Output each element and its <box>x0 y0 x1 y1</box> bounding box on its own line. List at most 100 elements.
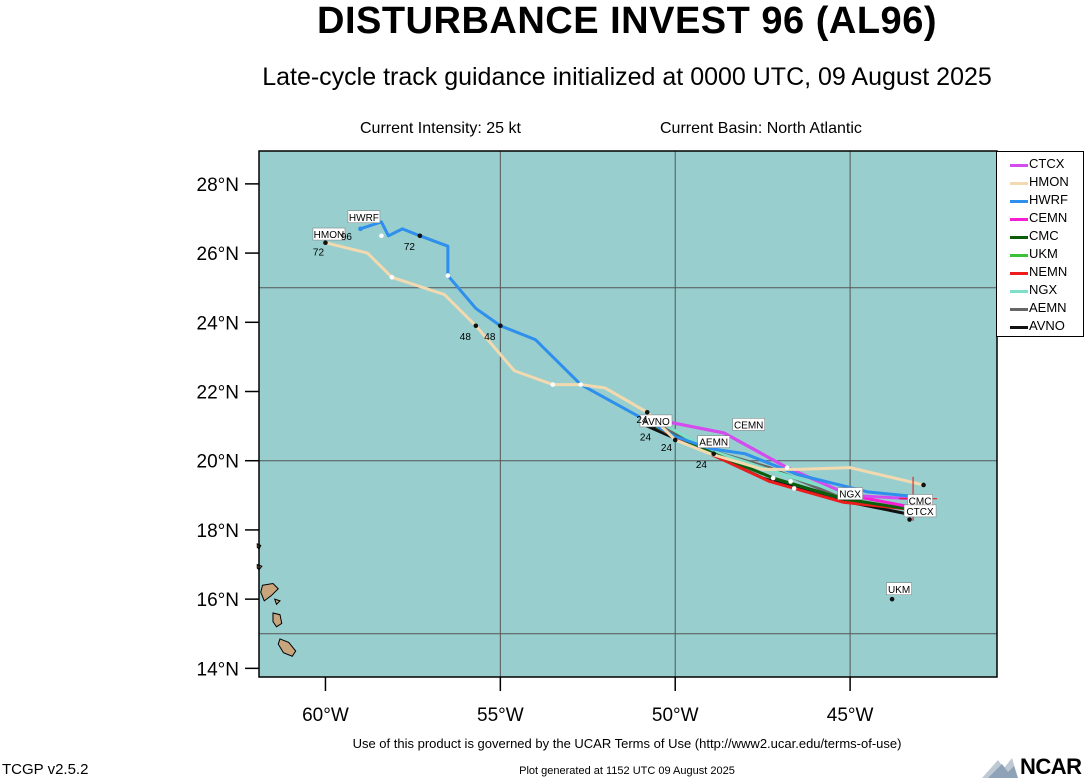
track-point <box>323 240 328 246</box>
lon-tick-label: 45°W <box>827 705 874 726</box>
lat-tick-label: 22°N <box>197 383 239 404</box>
legend-swatch <box>1010 182 1028 185</box>
forecast-hour-label: 24 <box>661 443 673 454</box>
lon-tick-label: 55°W <box>477 705 524 726</box>
legend-swatch <box>1010 272 1028 275</box>
map-frame <box>258 150 998 678</box>
model-label-box <box>347 210 381 223</box>
legend-label: NGX <box>1029 282 1058 297</box>
island-shape <box>273 598 281 606</box>
track-point <box>644 409 650 415</box>
track-point <box>921 482 926 488</box>
forecast-hour-label: 72 <box>313 247 325 258</box>
model-label-hmon: HMON <box>314 230 345 241</box>
terms-of-use-text: Use of this product is governed by the U… <box>352 736 902 751</box>
forecast-hour-label: 96 <box>341 232 353 243</box>
chart-title: DISTURBANCE INVEST 96 (AL96) <box>317 0 937 42</box>
track-point <box>672 437 678 443</box>
model-label-hwrf: HWRF <box>349 213 379 224</box>
track-point <box>784 465 790 470</box>
legend-label: HMON <box>1029 174 1069 189</box>
legend-item-cmc: CMC <box>997 227 1083 245</box>
lat-tick-label: 18°N <box>197 521 239 542</box>
legend-item-aemn: AEMN <box>997 299 1083 317</box>
model-label-box <box>903 504 937 518</box>
model-label-aemn: AEMN <box>699 438 728 449</box>
model-legend: CTCX HMON HWRF CEMN CMC UKM NEMN NGX AEMN AVNO <box>996 151 1084 337</box>
legend-label: CTCX <box>1029 156 1065 171</box>
forecast-hour-label: 48 <box>460 332 472 343</box>
track-hwrf <box>358 220 922 499</box>
track-point <box>788 479 793 484</box>
forecast-hour-label: 24 <box>636 415 648 426</box>
current-intensity: Current Intensity: 25 kt <box>360 120 521 137</box>
lat-tick-label: 20°N <box>197 452 239 473</box>
forecast-hour-label: 24 <box>640 432 652 443</box>
legend-item-ngx: NGX <box>997 281 1083 299</box>
model-label-box <box>837 487 863 500</box>
track-point <box>711 451 716 457</box>
track-point <box>791 486 797 491</box>
legend-label: AEMN <box>1029 300 1067 315</box>
ocean-background <box>259 151 997 677</box>
lat-tick-label: 14°N <box>197 659 239 680</box>
track-point <box>550 382 556 387</box>
lon-tick-label: 50°W <box>652 705 699 726</box>
model-label-ngx: NGX <box>839 490 861 501</box>
track-point <box>379 233 384 239</box>
track-point <box>445 273 451 278</box>
model-label-box <box>312 227 346 241</box>
lat-tick-label: 28°N <box>197 175 239 196</box>
model-label-avno: AVNO <box>642 417 670 428</box>
lon-tick-label: 60°W <box>302 705 349 726</box>
legend-item-ctcx: CTCX <box>997 155 1083 173</box>
island-shape <box>272 612 283 628</box>
legend-item-hwrf: HWRF <box>997 191 1083 209</box>
track-point <box>358 226 363 232</box>
track-point <box>389 275 395 280</box>
island-shape <box>277 638 297 657</box>
legend-item-hmon: HMON <box>997 173 1083 191</box>
legend-swatch <box>1010 326 1028 329</box>
track-point <box>473 323 479 329</box>
lat-tick-label: 16°N <box>197 590 239 611</box>
current-basin: Current Basin: North Atlantic <box>660 120 862 137</box>
forecast-hour-label: 72 <box>404 242 416 253</box>
generated-timestamp: Plot generated at 1152 UTC 09 August 202… <box>519 765 735 777</box>
lat-tick-label: 24°N <box>197 313 239 334</box>
ncar-logo-icon <box>982 758 1018 778</box>
legend-label: UKM <box>1029 246 1058 261</box>
model-label-ukm: UKM <box>888 585 910 596</box>
legend-swatch <box>1010 200 1028 203</box>
model-label-cmc: CMC <box>909 497 932 508</box>
legend-label: CMC <box>1029 228 1059 243</box>
track-point <box>417 233 423 239</box>
track-point <box>770 475 776 481</box>
legend-swatch <box>1010 236 1028 239</box>
version-label: TCGP v2.5.2 <box>2 761 89 778</box>
forecast-hour-label: 48 <box>484 332 496 343</box>
track-point <box>498 323 503 329</box>
legend-item-cemn: CEMN <box>997 209 1083 227</box>
track-point <box>578 382 584 387</box>
legend-item-ukm: UKM <box>997 245 1083 263</box>
model-label-box <box>886 582 912 596</box>
chart-subtitle: Late-cycle track guidance initialized at… <box>262 63 992 91</box>
legend-swatch <box>1010 290 1028 293</box>
legend-label: HWRF <box>1029 192 1068 207</box>
legend-swatch <box>1010 218 1028 221</box>
lat-tick-label: 26°N <box>197 244 239 265</box>
track-point <box>907 517 912 522</box>
legend-label: CEMN <box>1029 210 1068 225</box>
model-label-box <box>639 414 673 428</box>
legend-label: NEMN <box>1029 264 1068 279</box>
forecast-hour-label: 24 <box>696 460 708 471</box>
model-label-ctcx: CTCX <box>906 507 934 518</box>
legend-item-nemn: NEMN <box>997 263 1083 281</box>
legend-swatch <box>1010 254 1028 257</box>
model-label-box <box>697 435 730 448</box>
model-label-box <box>732 418 765 431</box>
track-point <box>889 596 895 602</box>
legend-item-avno: AVNO <box>997 317 1083 335</box>
